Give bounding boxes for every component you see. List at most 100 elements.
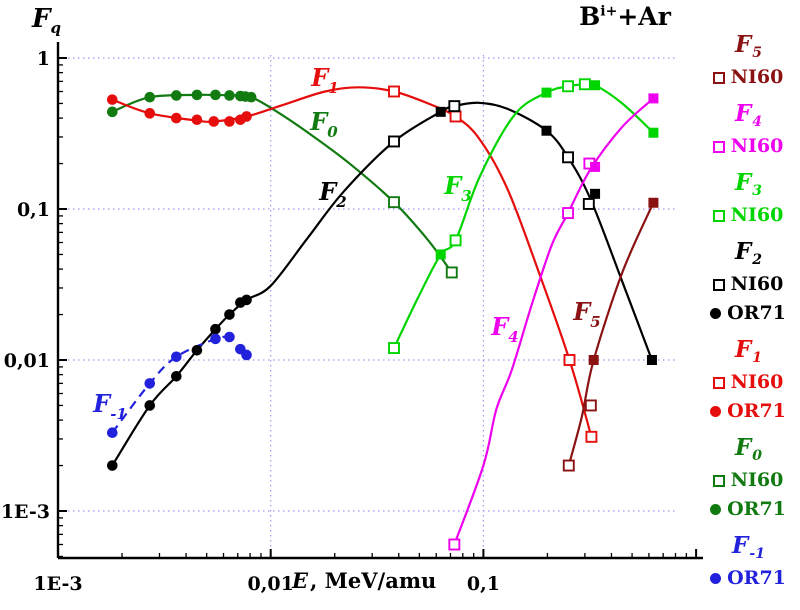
- point: [171, 351, 182, 363]
- legend-source-label: NI60: [730, 66, 784, 88]
- point: [541, 87, 552, 98]
- legend-series-label: F2: [734, 238, 763, 268]
- point: [210, 323, 221, 335]
- point: [171, 112, 182, 124]
- y-tick-label: 1E-3: [1, 501, 50, 523]
- legend-entry: NI60: [698, 466, 798, 495]
- point: [191, 89, 203, 101]
- point: [191, 344, 203, 356]
- chart-title-superscript: i+: [600, 3, 618, 20]
- point: [208, 116, 220, 127]
- x-tick-label: 1E-3: [33, 573, 82, 595]
- legend-entry: NI60: [698, 63, 798, 92]
- legend: F5 NI60 F4 NI60 F3 NI60 F2 NI60 OR71 F1 NI60 OR71 F0…: [698, 30, 798, 600]
- open-square-icon: [712, 376, 725, 389]
- x-axis-label-units: , MeV/amu: [310, 568, 437, 593]
- legend-series-label: F0: [734, 434, 763, 464]
- y-tick-label: 1: [37, 48, 50, 70]
- curve-label-F4: F4: [490, 312, 518, 346]
- legend-source-label: NI60: [730, 469, 784, 491]
- point: [171, 90, 182, 101]
- point: [144, 108, 156, 119]
- legend-group-F2: F2 NI60 OR71: [698, 237, 798, 328]
- legend-group-F0: F0 NI60 OR71: [698, 433, 798, 524]
- y-axis-label: Fq: [32, 4, 61, 37]
- legend-group-F5: F5 NI60: [698, 30, 798, 92]
- legend-source-label: OR71: [727, 400, 786, 422]
- point: [562, 207, 574, 220]
- series-F3-NI60: [388, 78, 591, 354]
- gridlines: [58, 55, 678, 558]
- point: [448, 538, 461, 551]
- open-square-icon: [712, 278, 725, 291]
- series-F4-NI60: [448, 157, 596, 551]
- x-tick-label: 0,01: [248, 573, 294, 595]
- point: [388, 135, 400, 148]
- curve-F3: [393, 82, 655, 349]
- point: [191, 114, 203, 126]
- legend-source-label: NI60: [730, 371, 784, 393]
- legend-group-F1: F1 NI60 OR71: [698, 335, 798, 426]
- point: [241, 111, 252, 122]
- curve-F5: [567, 202, 655, 466]
- point: [388, 85, 400, 98]
- point: [449, 234, 462, 247]
- curve-label-F3: F3: [443, 171, 471, 205]
- point: [648, 127, 659, 138]
- point: [585, 430, 598, 443]
- legend-series-label: F-1: [732, 532, 765, 562]
- filled-circle-icon: [710, 406, 722, 417]
- series-F2-OR71: [106, 294, 252, 471]
- point: [388, 342, 400, 354]
- point: [562, 80, 574, 93]
- x-axis-label: E, MeV/amu: [292, 568, 436, 593]
- point: [241, 294, 252, 306]
- point: [224, 309, 235, 320]
- point: [562, 151, 574, 164]
- x-axis-label-symbol: E: [292, 568, 309, 593]
- legend-entry: OR71: [698, 495, 798, 524]
- point: [590, 161, 601, 172]
- point: [144, 91, 156, 103]
- data-markers: [106, 78, 659, 551]
- legend-entry: NI60: [698, 270, 798, 299]
- point: [562, 459, 575, 472]
- legend-series-label: F1: [734, 336, 763, 366]
- point: [435, 106, 446, 117]
- point: [449, 110, 462, 123]
- open-square-icon: [712, 474, 725, 487]
- legend-group-F-1: F-1 OR71: [698, 531, 798, 593]
- legend-group-F3: F3 NI60: [698, 168, 798, 230]
- series-F0-OR71: [106, 89, 257, 118]
- curve-F1: [111, 86, 593, 438]
- point: [435, 249, 446, 260]
- tick-labels: 1 0,1 0,01 1E-3 1E-3 0,01 0,1: [1, 48, 500, 595]
- legend-entry: OR71: [698, 299, 798, 328]
- series-F1-OR71: [106, 94, 252, 127]
- series-F1-NI60: [388, 85, 598, 443]
- legend-entry: OR71: [698, 397, 798, 426]
- point: [210, 89, 221, 101]
- point: [106, 106, 118, 118]
- point: [144, 378, 156, 389]
- legend-series-label: F3: [734, 169, 763, 199]
- point: [144, 400, 156, 411]
- y-tick-label: 0,1: [17, 199, 50, 221]
- point: [106, 427, 118, 439]
- point: [224, 331, 235, 343]
- legend-group-F4: F4 NI60: [698, 99, 798, 161]
- filled-circle-icon: [710, 573, 722, 584]
- legend-series-label: F5: [734, 31, 763, 61]
- curve-label-F1: F1: [310, 63, 338, 97]
- point: [646, 355, 657, 365]
- point: [541, 125, 552, 136]
- point: [588, 355, 599, 365]
- legend-series-label: F4: [734, 100, 763, 130]
- curve-F4: [453, 97, 655, 545]
- curve-F0: [111, 93, 453, 274]
- curve-labels: F1 F0 F2 F3 F4 F5 F-1: [92, 63, 601, 423]
- series-F-1-OR71: [106, 331, 252, 439]
- legend-entry: NI60: [698, 201, 798, 230]
- curve-label-F-1: F-1: [92, 389, 127, 423]
- legend-source-label: NI60: [730, 135, 784, 157]
